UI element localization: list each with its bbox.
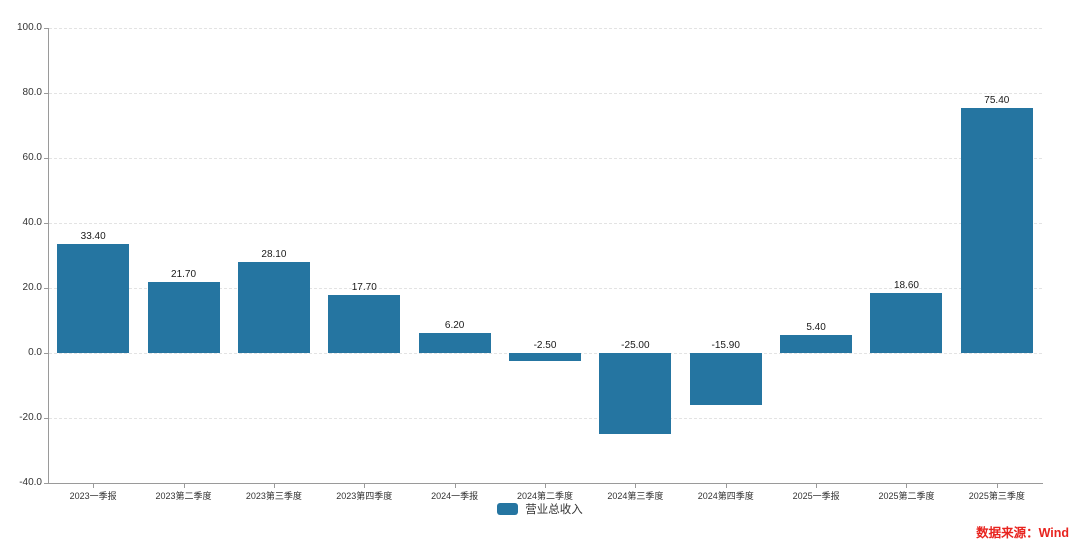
- y-tick-label: -40.0: [19, 477, 42, 488]
- x-axis-tick: [725, 484, 727, 488]
- x-axis-tick: [816, 484, 818, 488]
- x-tick-label: 2023第四季度: [336, 491, 393, 501]
- gridline: [49, 158, 1042, 159]
- bar[interactable]: [780, 335, 853, 353]
- y-tick-label: 100.0: [16, 22, 42, 33]
- bar-value-label: 5.40: [806, 322, 826, 334]
- y-tick-label: 20.0: [22, 282, 42, 293]
- bar[interactable]: [147, 282, 220, 353]
- x-axis-tick: [545, 484, 546, 488]
- gridline: [49, 93, 1042, 94]
- bar-value-label: 6.20: [444, 319, 465, 331]
- bar-value-label: 28.10: [261, 248, 287, 260]
- x-tick-label: 2024一季报: [431, 491, 479, 501]
- y-axis-tick: [44, 483, 48, 484]
- bar-value-label: 17.70: [351, 282, 377, 294]
- x-axis-tick: [906, 484, 908, 488]
- legend-item[interactable]: 营业总收入: [497, 501, 583, 517]
- y-axis-line: [48, 28, 49, 483]
- y-tick-label: 60.0: [22, 152, 42, 163]
- x-axis-tick: [183, 484, 185, 488]
- x-axis-tick: [454, 484, 456, 488]
- legend-swatch: [497, 503, 519, 515]
- bar-value-label: -15.90: [711, 340, 740, 351]
- x-tick-label: 2023一季报: [69, 491, 117, 501]
- bar[interactable]: [509, 353, 581, 362]
- gridline: [49, 28, 1042, 29]
- bar[interactable]: [57, 244, 130, 353]
- x-axis-tick: [635, 484, 637, 488]
- x-axis-line: [48, 483, 1043, 484]
- bar[interactable]: [237, 261, 310, 353]
- bar[interactable]: [870, 292, 943, 353]
- bar-value-label: -25.00: [621, 340, 650, 351]
- bar[interactable]: [599, 353, 672, 435]
- legend: 营业总收入: [0, 501, 1080, 517]
- y-tick-label: 40.0: [22, 217, 42, 228]
- bar[interactable]: [328, 295, 401, 353]
- y-axis-tick: [44, 93, 48, 94]
- bar[interactable]: [418, 332, 491, 353]
- y-tick-label: 80.0: [22, 87, 42, 98]
- x-axis-tick: [364, 484, 366, 488]
- x-axis-tick: [273, 484, 275, 488]
- x-tick-label: 2023第三季度: [245, 491, 302, 501]
- y-axis-tick: [44, 158, 48, 159]
- x-tick-label: 2024第四季度: [697, 491, 754, 501]
- y-axis-tick: [44, 288, 48, 289]
- gridline: [49, 223, 1042, 224]
- x-tick-label: 2024第三季度: [607, 491, 664, 501]
- x-tick-label: 2023第二季度: [155, 491, 212, 501]
- x-tick-label: 2025第二季度: [878, 491, 935, 501]
- x-tick-label: 2024第二季度: [516, 491, 574, 501]
- x-axis-tick: [996, 484, 998, 488]
- x-tick-label: 2025第三季度: [968, 491, 1025, 501]
- bar-value-label: 18.60: [893, 279, 919, 291]
- bar-value-label: 21.70: [171, 269, 197, 281]
- legend-label: 营业总收入: [525, 504, 583, 516]
- x-tick-label: 2025一季报: [792, 491, 840, 501]
- y-axis-tick: [44, 353, 48, 354]
- data-source-note: 数据来源：Wind: [976, 526, 1069, 540]
- bar[interactable]: [960, 107, 1033, 353]
- bar-value-label: 33.40: [80, 231, 106, 243]
- y-axis-tick: [44, 28, 48, 29]
- bar-value-label: 75.40: [984, 94, 1010, 106]
- gridline: [49, 288, 1042, 289]
- bar-value-label: -2.50: [533, 340, 557, 351]
- x-axis-tick: [93, 484, 95, 488]
- y-tick-label: -20.0: [19, 412, 42, 423]
- bar[interactable]: [689, 353, 762, 405]
- gridline: [49, 418, 1042, 419]
- y-tick-label: 0.0: [28, 347, 42, 358]
- y-axis-tick: [44, 418, 48, 419]
- y-axis-tick: [44, 223, 48, 224]
